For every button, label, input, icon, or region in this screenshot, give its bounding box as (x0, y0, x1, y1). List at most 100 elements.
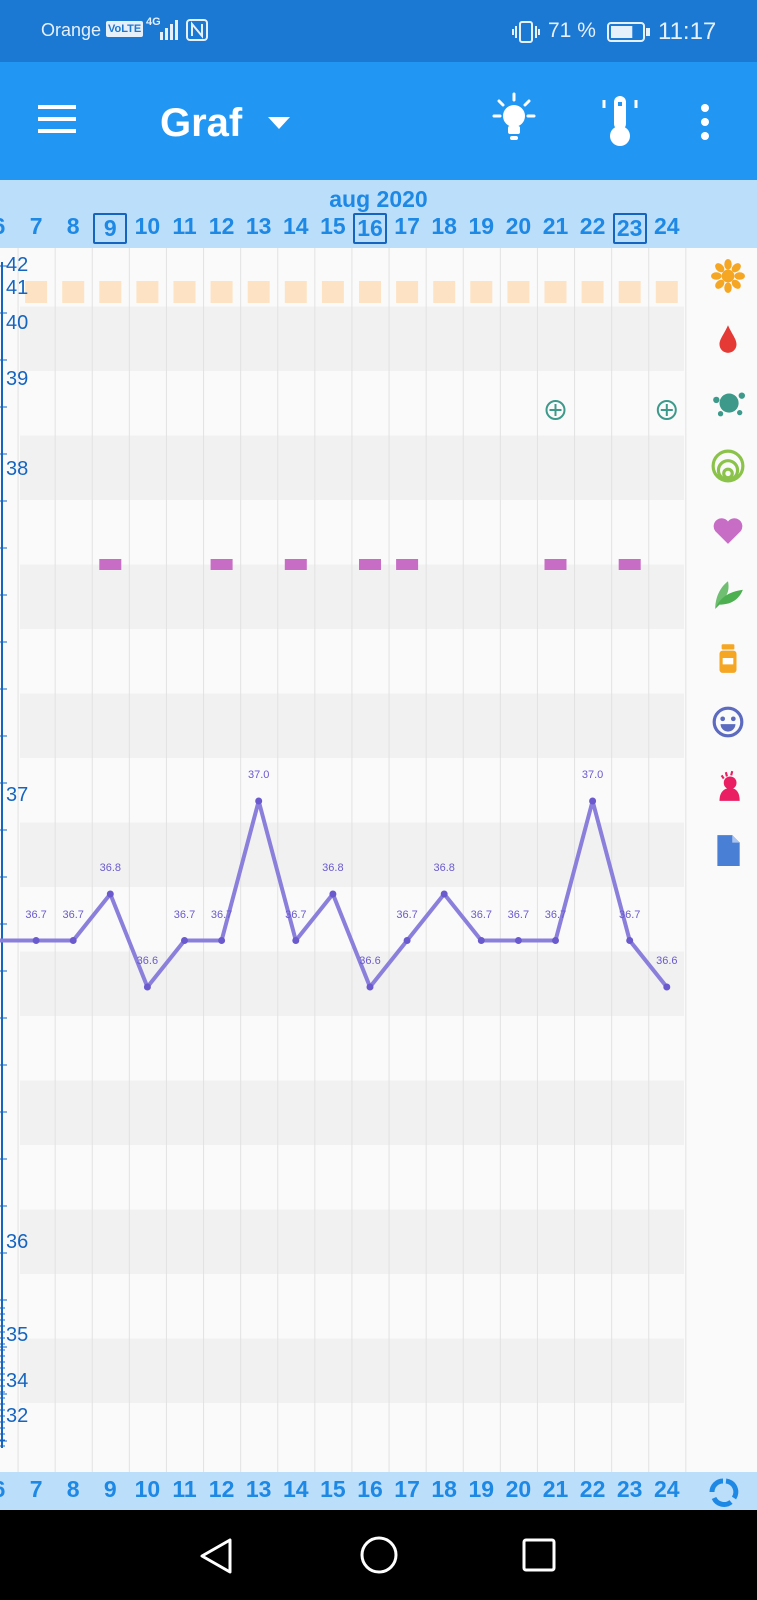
footer-day-10[interactable]: 10 (134, 1476, 161, 1502)
header-day-12[interactable]: 12 (208, 213, 235, 239)
flower-marker-day-13 (247, 281, 270, 303)
thermometer-icon[interactable] (600, 94, 640, 150)
document-icon[interactable] (698, 828, 757, 872)
heart-marker-day-12 (210, 559, 233, 570)
temperature-point-day-14 (292, 937, 300, 944)
cycle-refresh-icon[interactable] (706, 1476, 740, 1508)
flower-marker-day-19 (470, 281, 493, 303)
footer-day-23[interactable]: 23 (616, 1476, 643, 1502)
medicine-bottle-icon[interactable] (698, 636, 757, 680)
month-label: aug 2020 (329, 186, 428, 212)
header-day-7[interactable]: 7 (29, 213, 43, 239)
value-label-day-23: 36.7 (618, 908, 641, 921)
header-day-10[interactable]: 10 (134, 213, 161, 239)
footer-day-24[interactable]: 24 (654, 1476, 680, 1502)
footer-day-13[interactable]: 13 (245, 1476, 272, 1502)
temperature-point-day-20 (514, 937, 522, 944)
cervix-rings-icon[interactable] (698, 444, 757, 488)
nav-home-icon[interactable] (358, 1534, 400, 1576)
footer-day-12[interactable]: 12 (208, 1476, 235, 1502)
value-label-day-16: 36.6 (359, 955, 381, 967)
header-day-21[interactable]: 21 (542, 213, 569, 239)
temperature-chart[interactable]: 42 41 40 39 38 37 36 35 34 32 36.7 36.7 36.8 36.6 36.… (0, 248, 698, 1472)
y-axis-label-40: 40 (6, 312, 29, 334)
header-day-23[interactable]: 23 (612, 213, 647, 244)
header-day-22[interactable]: 22 (579, 213, 606, 239)
plus-circle-marker-day-24 (656, 400, 677, 420)
header-day-20[interactable]: 20 (505, 213, 532, 239)
page-title: Graf (160, 100, 243, 145)
footer-day-15[interactable]: 15 (320, 1476, 346, 1502)
footer-day-11[interactable]: 11 (172, 1476, 197, 1502)
footer-day-6[interactable]: 6 (0, 1476, 16, 1503)
y-axis-label-34: 34 (6, 1370, 29, 1392)
header-day-24[interactable]: 24 (654, 213, 680, 239)
splash-icon[interactable] (698, 380, 757, 424)
value-label-day-17: 36.7 (396, 908, 418, 921)
header-day-17[interactable]: 17 (394, 213, 420, 239)
footer-day-14[interactable]: 14 (283, 1476, 309, 1502)
heart-marker-day-17 (396, 559, 419, 570)
temperature-point-day-19 (477, 937, 485, 944)
flower-marker-day-12 (210, 281, 233, 303)
value-label-day-9: 36.8 (99, 862, 121, 874)
y-axis-label-35: 35 (6, 1324, 29, 1346)
status-bar: Orange VoLTE 4G 71 % 11:17 (0, 0, 757, 62)
footer-day-7[interactable]: 7 (29, 1476, 43, 1502)
blood-drop-icon[interactable] (698, 317, 757, 361)
value-label-day-14: 36.7 (285, 908, 307, 921)
footer-day-16[interactable]: 16 (357, 1476, 383, 1502)
footer-day-9[interactable]: 9 (103, 1476, 117, 1502)
flower-marker-day-10 (136, 281, 159, 303)
header-day-13[interactable]: 13 (245, 213, 272, 239)
view-selector[interactable]: Graf (160, 98, 292, 148)
header-day-8[interactable]: 8 (66, 213, 80, 239)
header-day-18[interactable]: 18 (431, 213, 457, 239)
y-axis-label-38: 38 (6, 458, 29, 480)
flower-marker-day-23 (618, 281, 641, 303)
value-label-day-20: 36.7 (507, 908, 530, 921)
smiley-face-icon[interactable] (698, 700, 757, 744)
symptom-person-icon[interactable] (698, 764, 757, 808)
footer-day-17[interactable]: 17 (394, 1476, 420, 1502)
value-label-day-13: 37.0 (247, 769, 270, 781)
flower-marker-day-14 (284, 281, 307, 303)
lightbulb-icon[interactable] (488, 92, 540, 148)
flower-marker-day-18 (433, 281, 456, 303)
footer-day-18[interactable]: 18 (431, 1476, 457, 1502)
navigation-bar (0, 1510, 757, 1600)
header-day-15[interactable]: 15 (320, 213, 346, 239)
flower-icon[interactable] (698, 254, 757, 298)
value-label-day-11: 36.7 (173, 908, 196, 921)
header-day-11[interactable]: 11 (172, 213, 197, 239)
network-type-label: 4G (146, 16, 161, 28)
app-bar: Graf (0, 62, 757, 180)
flower-marker-day-15 (321, 281, 344, 303)
footer-day-20[interactable]: 20 (505, 1476, 532, 1502)
temperature-point-day-11 (181, 937, 188, 944)
category-icon-column (698, 248, 757, 1472)
footer-day-21[interactable]: 21 (542, 1476, 569, 1502)
header-day-14[interactable]: 14 (283, 213, 309, 239)
nav-back-icon[interactable] (196, 1536, 236, 1576)
temperature-point-day-12 (218, 937, 226, 944)
header-day-19[interactable]: 19 (468, 213, 495, 239)
value-label-day-18: 36.8 (433, 862, 455, 874)
nav-recents-icon[interactable] (520, 1536, 558, 1574)
footer-day-22[interactable]: 22 (579, 1476, 606, 1502)
plus-circle-cross-day-24 (660, 404, 673, 416)
footer-day-19[interactable]: 19 (468, 1476, 495, 1502)
plus-circle-cross-day-21 (549, 404, 562, 416)
header-day-6[interactable]: 6 (0, 213, 16, 240)
header-day-16[interactable]: 16 (353, 213, 387, 244)
footer-day-8[interactable]: 8 (66, 1476, 80, 1502)
value-label-day-22: 37.0 (581, 769, 604, 781)
leaves-icon[interactable] (698, 572, 757, 616)
more-vertical-icon[interactable] (697, 102, 713, 142)
temperature-point-day-18 (440, 890, 448, 898)
hamburger-menu-icon[interactable] (36, 102, 78, 136)
header-day-9[interactable]: 9 (93, 213, 128, 244)
heart-icon[interactable] (698, 508, 757, 552)
value-label-day-7: 36.7 (25, 908, 47, 921)
